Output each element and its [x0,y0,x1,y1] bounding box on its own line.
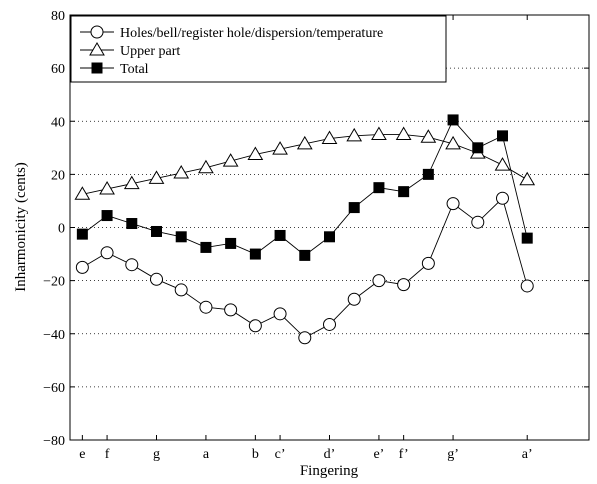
series-2 [74,126,536,200]
y-tick-label: −80 [43,434,65,449]
data-point [299,249,311,261]
data-point [348,202,360,214]
x-tick-label: f [105,447,110,462]
data-point [248,319,262,333]
x-tick-label: e [79,447,85,462]
data-point [249,248,261,260]
legend-marker [91,62,103,74]
data-point [273,307,287,321]
x-tick-label: d’ [324,447,336,462]
data-point [346,127,363,142]
data-point [398,186,410,198]
data-point [75,260,89,274]
data-point [148,170,165,184]
x-axis-label: Fingering [300,463,359,479]
x-tick-label: g’ [447,447,459,462]
data-point [371,126,387,141]
data-point [324,231,335,243]
data-point [274,229,286,241]
data-point [397,278,411,292]
x-tick-label: f’ [399,447,409,462]
y-tick-label: 60 [51,62,65,77]
data-point [497,130,508,142]
data-point [123,175,140,190]
data-point [125,258,139,272]
data-point [151,225,162,237]
data-point [519,171,536,186]
data-point [247,146,264,160]
data-point [520,279,534,293]
data-point [422,168,434,180]
data-point [445,135,461,150]
y-tick-label: −20 [43,275,65,290]
data-point [395,126,412,141]
data-point [471,215,485,229]
data-point [126,218,138,230]
x-tick-label: e’ [373,447,384,462]
data-point [100,246,114,260]
data-point [420,129,437,143]
legend-label: Holes/bell/register hole/dispersion/temp… [120,26,383,41]
series-3 [76,114,533,261]
x-tick-label: c’ [275,447,286,462]
legend: Holes/bell/register hole/dispersion/temp… [70,15,447,83]
data-point [323,317,336,331]
y-axis-label: Inharmonicity (cents) [13,162,29,292]
y-tick-label: 40 [51,115,65,130]
series-1 [75,191,534,345]
data-point [321,130,338,145]
data-point [198,159,214,174]
series-line [82,197,528,339]
legend-label: Total [120,62,149,77]
x-tick-label: a’ [522,447,533,462]
data-point [224,303,238,317]
data-point [372,274,386,288]
data-point [99,180,115,195]
data-point [173,165,190,179]
y-tick-label: −40 [43,328,65,343]
y-tick-label: −60 [43,381,65,396]
data-point [225,237,237,249]
data-point [446,197,460,211]
x-tick-label: g [153,447,160,462]
legend-box [70,15,447,83]
data-point [101,210,113,222]
data-point [472,142,484,154]
legend-marker [89,42,105,56]
data-point [175,231,187,243]
x-tick-label: a [203,447,210,462]
data-point [199,300,213,314]
legend-marker [90,25,104,39]
y-tick-label: 20 [51,168,65,183]
data-point [496,191,509,205]
data-point [74,186,91,200]
data-point [521,232,533,244]
y-ticks: −80 −60 −40 −20 0 20 40 60 80 [43,9,589,449]
data-point [494,157,511,171]
data-point [347,292,361,306]
series-layer [74,114,536,345]
data-point [272,141,288,155]
data-point [421,256,435,270]
y-tick-label: 0 [58,222,65,237]
legend-label: Upper part [120,44,180,59]
data-point [298,331,312,345]
data-point [174,283,188,297]
y-tick-label: 80 [51,9,65,24]
data-point [200,241,212,253]
data-point [76,228,88,240]
x-tick-label: b [252,447,259,462]
data-point [373,182,385,194]
data-point [296,135,313,150]
data-point [222,153,239,167]
grid-lines [70,67,589,388]
data-point [150,272,163,286]
data-point [447,114,459,126]
